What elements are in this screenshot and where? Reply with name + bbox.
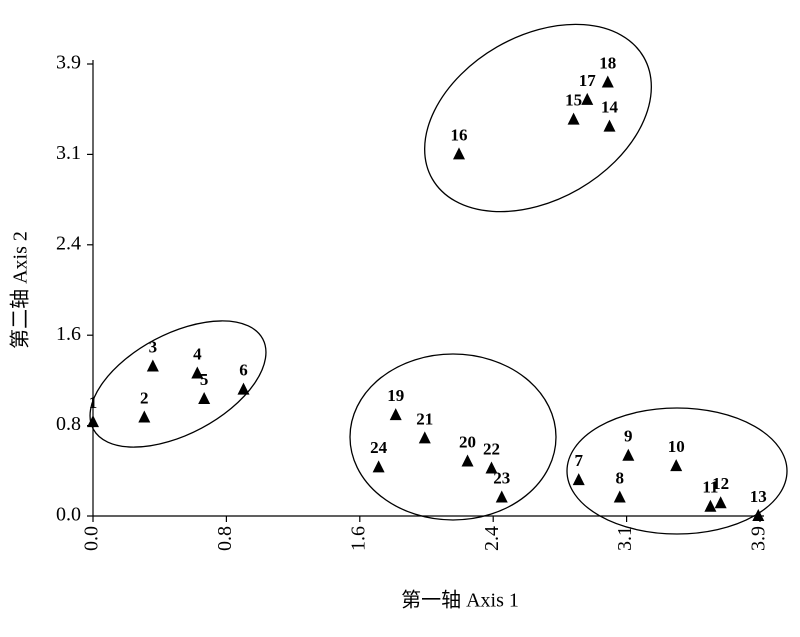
point xyxy=(752,509,765,521)
y-tick-label: 0.8 xyxy=(56,413,81,435)
point-label: 3 xyxy=(149,337,158,356)
point-label: 20 xyxy=(459,432,476,451)
point xyxy=(372,460,385,473)
point xyxy=(622,448,635,461)
point xyxy=(146,359,159,372)
point-label: 10 xyxy=(668,437,685,456)
cluster-ellipse xyxy=(349,353,557,521)
point xyxy=(704,499,717,512)
x-tick-label: 3.9 xyxy=(748,526,770,551)
point xyxy=(714,496,727,509)
point xyxy=(237,382,250,395)
point-label: 1 xyxy=(89,393,98,412)
point xyxy=(581,92,594,105)
point xyxy=(485,461,498,474)
point-label: 21 xyxy=(416,409,433,428)
point-label: 12 xyxy=(712,474,729,493)
y-tick-label: 3.9 xyxy=(56,52,81,74)
point xyxy=(452,147,465,160)
x-axis-label: 第一轴 Axis 1 xyxy=(401,589,519,612)
point-label: 2 xyxy=(140,388,149,407)
point xyxy=(601,75,614,88)
point-label: 9 xyxy=(624,427,633,446)
y-tick-label: 1.6 xyxy=(56,323,81,345)
cluster-ellipses xyxy=(89,23,788,535)
point-label: 8 xyxy=(616,468,625,487)
point xyxy=(603,119,616,132)
cluster-ellipse xyxy=(424,23,652,213)
cluster-ellipse xyxy=(89,320,267,448)
point-label: 11 xyxy=(702,478,718,497)
point-label: 22 xyxy=(483,439,500,458)
cluster-ellipse xyxy=(566,407,788,535)
point xyxy=(495,490,508,503)
point xyxy=(418,431,431,444)
point-label: 14 xyxy=(601,97,619,116)
point xyxy=(198,391,211,404)
point xyxy=(461,454,474,467)
point xyxy=(613,490,626,503)
x-tick-label: 0.8 xyxy=(214,526,236,551)
point xyxy=(138,410,151,423)
point xyxy=(191,366,204,379)
point xyxy=(87,415,99,428)
x-tick-label: 3.1 xyxy=(614,526,636,551)
point-label: 16 xyxy=(450,125,467,144)
x-tick-label: 1.6 xyxy=(347,526,369,551)
point-label: 15 xyxy=(565,91,582,110)
y-tick-label: 0.0 xyxy=(56,504,81,526)
point-label: 23 xyxy=(493,468,510,487)
point xyxy=(567,112,580,125)
point-label: 24 xyxy=(370,438,388,457)
point-label: 19 xyxy=(387,386,404,405)
point xyxy=(670,459,683,472)
point-label: 6 xyxy=(239,361,248,380)
point-label: 13 xyxy=(750,487,767,506)
point-label: 18 xyxy=(599,53,616,72)
y-tick-label: 2.4 xyxy=(56,232,81,254)
point xyxy=(389,408,402,421)
x-tick-label: 2.4 xyxy=(481,526,503,551)
point-label: 5 xyxy=(200,370,209,389)
y-tick-label: 3.1 xyxy=(56,142,81,164)
x-tick-label: 0.0 xyxy=(81,526,103,551)
point xyxy=(572,473,585,486)
y-axis-label: 第二轴 Axis 2 xyxy=(9,231,32,349)
point-label: 7 xyxy=(574,451,583,470)
point-label: 17 xyxy=(579,71,597,90)
point-label: 4 xyxy=(193,344,202,363)
